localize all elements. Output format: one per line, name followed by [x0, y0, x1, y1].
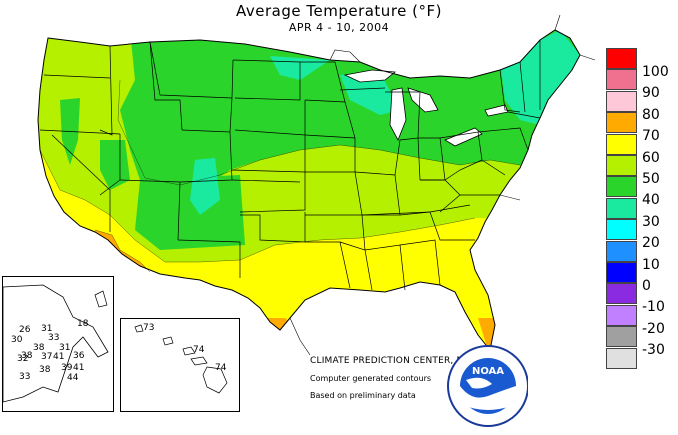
legend-swatch: [606, 197, 637, 219]
legend-label: -30: [642, 342, 665, 359]
legend-swatch: [606, 347, 637, 369]
ak-value: 33: [48, 333, 60, 343]
hi-value: 74: [193, 345, 205, 355]
us-temperature-map: [37, 14, 596, 356]
ak-value: 30: [11, 335, 23, 345]
legend-swatch: [606, 90, 637, 112]
legend-label: 100: [642, 64, 669, 80]
noaa-logo: NOAA: [447, 345, 528, 427]
temp-band-30-gl: [340, 72, 400, 115]
legend-label: 70: [642, 128, 660, 145]
credit-contours: Computer generated contours: [310, 374, 432, 383]
great-lakes: [343, 69, 509, 147]
legend-label: -20: [642, 320, 665, 337]
credit-preliminary: Based on preliminary data: [310, 391, 416, 400]
temp-band-30-co2: [190, 158, 220, 215]
legend-swatch: [606, 155, 637, 176]
ak-value: 26: [19, 325, 31, 335]
legend-swatch: [606, 219, 637, 241]
map-subtitle: APR 4 - 10, 2004: [288, 21, 390, 34]
legend-label: 30: [642, 213, 660, 230]
legend-swatch: [606, 69, 637, 91]
temp-band-60: [38, 150, 580, 350]
credit-cpc: CLIMATE PREDICTION CENTER, NOAA: [310, 356, 484, 366]
ak-value: 18: [77, 319, 89, 329]
legend-swatch: [606, 48, 637, 69]
legend-label: 10: [642, 256, 660, 273]
legend-label: 40: [642, 192, 660, 209]
hawaii-outline: [134, 324, 228, 394]
legend-label: 90: [642, 85, 660, 102]
legend-swatch: [606, 304, 637, 326]
ak-value: 36: [73, 351, 85, 361]
state-borders: [37, 29, 581, 352]
legend-swatch: [606, 262, 637, 283]
legend-label: -10: [642, 299, 665, 316]
ak-value: 38: [33, 343, 45, 353]
ak-value: 38: [39, 365, 51, 375]
temp-band-40-rockies: [135, 175, 245, 250]
ak-value: 37: [41, 352, 53, 362]
legend-swatch: [606, 283, 637, 305]
legend-label: 80: [642, 106, 660, 123]
ak-value: 39: [61, 363, 73, 373]
ak-value: 31: [41, 324, 53, 334]
border-extensions: [289, 14, 596, 356]
ak-value: 41: [73, 363, 85, 373]
ak-value: 44: [67, 373, 79, 383]
hi-value: 73: [143, 323, 155, 333]
legend-swatch: [606, 240, 637, 262]
contour-lines: [39, 79, 521, 273]
legend-label: 0: [642, 278, 651, 294]
hi-value: 74: [215, 363, 227, 373]
legend-label: 50: [642, 171, 660, 187]
noaa-logo-text: NOAA: [472, 366, 504, 377]
legend-label: 60: [642, 149, 660, 166]
legend-label: 20: [642, 235, 660, 252]
ak-value: 38: [21, 351, 33, 361]
legend-swatch: [606, 112, 637, 134]
legend-swatch: [606, 176, 637, 198]
ak-value: 31: [59, 343, 71, 353]
hawaii-inset: 73 74 74: [120, 318, 240, 412]
ak-value: 33: [19, 372, 31, 382]
alaska-outline: [2, 284, 109, 403]
temp-band-40-id: [160, 95, 182, 160]
ak-value: 32: [17, 354, 29, 364]
map-title: Average Temperature (°F): [236, 2, 442, 20]
legend-swatch: [606, 326, 637, 348]
legend-swatch: [606, 133, 637, 155]
temp-band-40-nv: [100, 140, 130, 190]
alaska-inset: 26 31 30 33 38 38 31 37 41 36 32 38 39 4…: [2, 276, 114, 412]
ak-value: 41: [53, 352, 65, 362]
